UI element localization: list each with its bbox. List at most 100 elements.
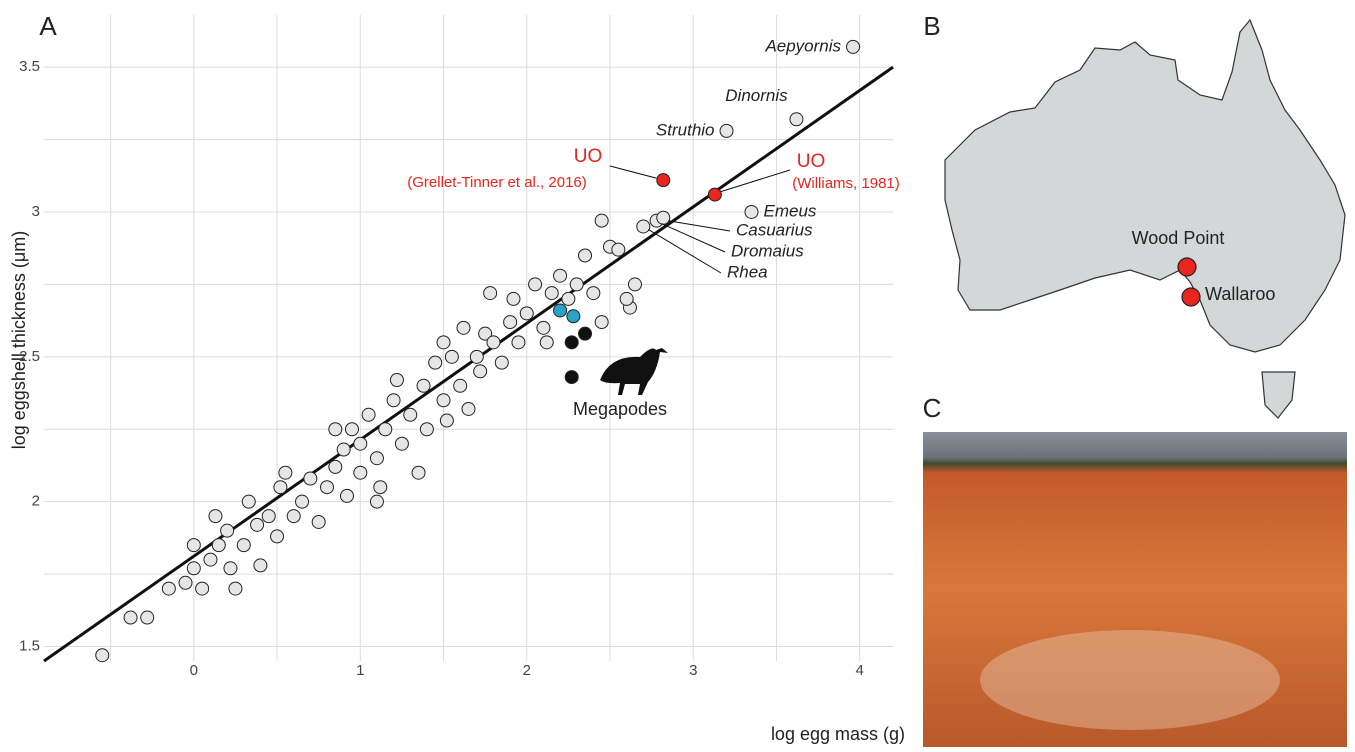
point-label: Aepyornis [764, 36, 841, 55]
data-point [303, 471, 318, 486]
data-point [719, 123, 734, 138]
data-point [389, 373, 404, 388]
data-point [241, 494, 256, 509]
data-point [506, 291, 521, 306]
data-point [416, 378, 431, 393]
data-point [253, 558, 268, 573]
panel-label: B [923, 11, 940, 41]
data-point [503, 315, 518, 330]
data-point [186, 561, 201, 576]
x-tick-label: 4 [856, 662, 864, 679]
data-point [461, 401, 476, 416]
data-point [223, 561, 238, 576]
x-axis-title: log egg mass (g) [771, 724, 905, 744]
data-point [236, 538, 251, 553]
data-point [456, 320, 471, 335]
data-point [123, 610, 138, 625]
data-point [594, 213, 609, 228]
data-point [411, 465, 426, 480]
site-photo [923, 432, 1347, 747]
data-point [186, 538, 201, 553]
data-point [394, 436, 409, 451]
data-point [656, 173, 671, 188]
data-point [373, 480, 388, 495]
data-point [295, 494, 310, 509]
panel-label: C [923, 393, 942, 423]
series-label: Megapodes [573, 399, 667, 419]
uo-label: UO [574, 146, 603, 167]
data-point [220, 523, 235, 538]
y-tick-label: 3 [32, 203, 40, 220]
data-point [361, 407, 376, 422]
leader-line [668, 220, 731, 232]
x-tick-label: 3 [689, 662, 697, 679]
y-axis-title: log eggshell thickness (μm) [9, 231, 29, 449]
data-point [203, 552, 218, 567]
data-point [469, 349, 484, 364]
leader-line [648, 229, 722, 274]
data-point [353, 436, 368, 451]
data-point [578, 326, 593, 341]
data-point [328, 422, 343, 437]
data-point [250, 517, 265, 532]
y-tick-label: 2.5 [19, 348, 40, 365]
leader-line [609, 165, 657, 179]
x-tick-label: 2 [523, 662, 531, 679]
data-point [386, 393, 401, 408]
uo-note: (Williams, 1981) [792, 175, 900, 192]
leader-line [720, 169, 791, 193]
data-point [511, 335, 526, 350]
data-point [494, 355, 509, 370]
x-tick-label: 1 [356, 662, 364, 679]
data-point [270, 529, 285, 544]
y-tick-label: 1.5 [19, 637, 40, 654]
data-point [208, 509, 223, 524]
point-label: Casuarius [736, 220, 813, 239]
data-point [594, 315, 609, 330]
data-point [140, 610, 155, 625]
data-point [403, 407, 418, 422]
data-point [439, 413, 454, 428]
point-label: Struthio [656, 120, 715, 139]
regression-line [43, 65, 894, 663]
australia-map [944, 18, 1346, 353]
data-point [453, 378, 468, 393]
data-point [211, 538, 226, 553]
data-point [611, 242, 626, 257]
data-point [483, 286, 498, 301]
data-point [339, 488, 354, 503]
tasmania [1261, 371, 1296, 419]
bird-icon [600, 348, 668, 395]
data-point [328, 459, 343, 474]
y-tick-label: 2 [32, 493, 40, 510]
data-point [789, 112, 804, 127]
data-point [553, 268, 568, 283]
data-point [846, 39, 861, 54]
data-point [428, 355, 443, 370]
site-label: Wallaroo [1205, 284, 1275, 304]
data-point [544, 286, 559, 301]
data-point [178, 575, 193, 590]
data-point [473, 364, 488, 379]
data-point [336, 442, 351, 457]
point-label: Dromaius [731, 241, 804, 260]
point-label: Rhea [727, 262, 768, 281]
data-point [536, 320, 551, 335]
data-point [344, 422, 359, 437]
data-point [320, 480, 334, 495]
data-point [286, 509, 301, 524]
data-point [369, 494, 384, 509]
data-point [436, 335, 451, 350]
data-point [564, 370, 579, 385]
data-point [95, 648, 110, 663]
site-marker [1177, 257, 1197, 277]
site-marker [1181, 287, 1201, 307]
data-point [636, 219, 651, 234]
data-point [707, 187, 722, 202]
data-point [353, 465, 368, 480]
data-point [553, 303, 568, 318]
data-point [564, 335, 579, 350]
data-point [627, 277, 642, 292]
point-label: Dinornis [725, 86, 788, 105]
data-point [273, 480, 288, 495]
